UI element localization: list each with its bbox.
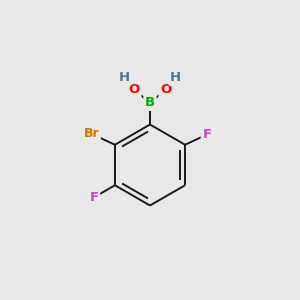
Text: Br: Br xyxy=(84,128,100,140)
Text: H: H xyxy=(119,71,130,84)
Text: F: F xyxy=(202,128,212,141)
Text: B: B xyxy=(145,96,155,110)
Text: H: H xyxy=(170,71,181,84)
Text: F: F xyxy=(90,191,99,204)
Text: O: O xyxy=(160,83,171,96)
Text: O: O xyxy=(129,83,140,96)
